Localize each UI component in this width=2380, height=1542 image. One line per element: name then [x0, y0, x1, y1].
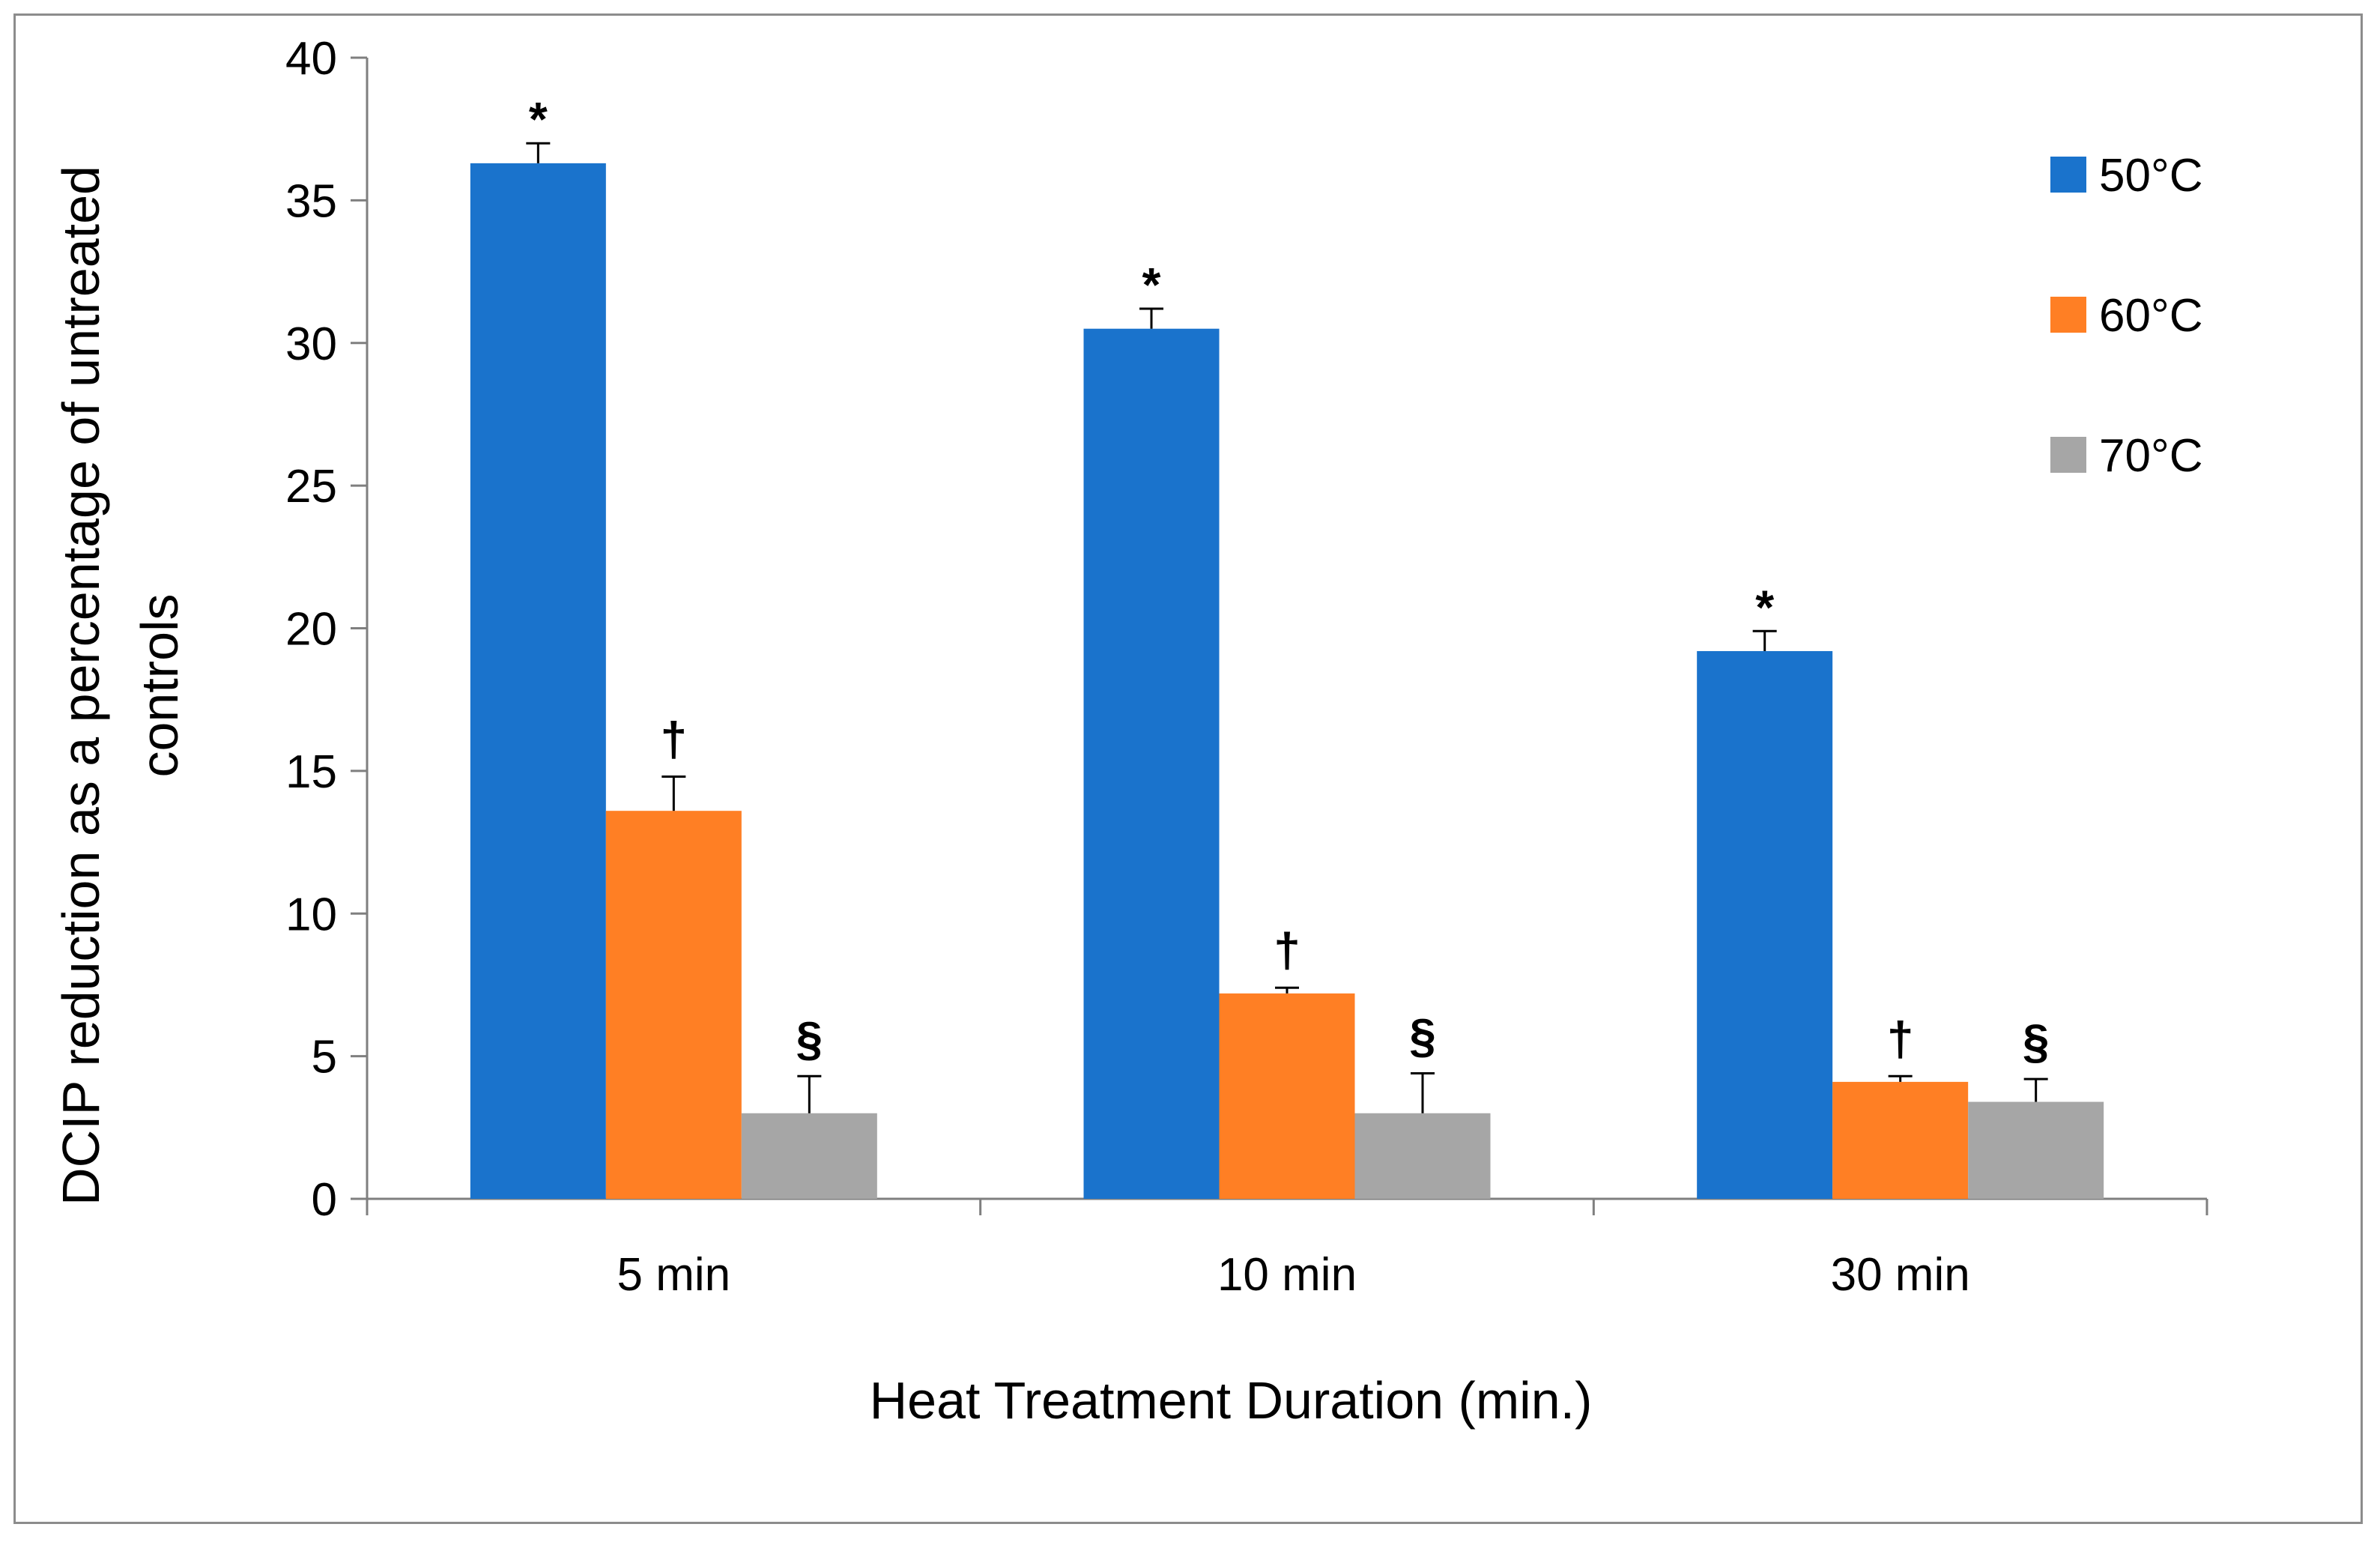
y-tick-label: 30 — [285, 318, 337, 370]
y-tick-label: 20 — [285, 604, 337, 656]
legend-swatch — [2050, 297, 2086, 333]
bar — [605, 811, 742, 1199]
significance-mark: * — [1142, 258, 1161, 312]
y-tick-label: 15 — [285, 746, 337, 798]
bar — [1354, 1113, 1491, 1199]
x-tick-label: 30 min — [1831, 1249, 1970, 1301]
bar — [1083, 328, 1220, 1199]
y-tick-label: 10 — [285, 889, 337, 940]
significance-mark: * — [1755, 580, 1774, 634]
y-tick-label: 35 — [285, 175, 337, 227]
x-tick-label: 10 min — [1217, 1249, 1357, 1301]
y-axis-title-line2: controls — [130, 593, 189, 777]
legend-swatch — [2050, 157, 2086, 193]
y-tick-label: 5 — [312, 1032, 337, 1083]
y-tick-label: 40 — [285, 33, 337, 85]
bar — [1697, 650, 1833, 1199]
legend-label: 60°C — [2099, 290, 2203, 342]
legend-swatch — [2050, 437, 2086, 473]
significance-mark: § — [1409, 1009, 1436, 1062]
label-group: * † § 5 min * † § 10 min * † § 30 min — [529, 92, 2050, 1301]
significance-mark: § — [2023, 1015, 2050, 1068]
legend-label: 50°C — [2099, 150, 2203, 202]
significance-mark: † — [1274, 923, 1300, 977]
x-tick-label: 5 min — [617, 1249, 731, 1301]
significance-mark: * — [529, 92, 548, 146]
x-axis-title: Heat Treatment Duration (min.) — [870, 1371, 1593, 1430]
legend-label: 70°C — [2099, 430, 2203, 482]
significance-mark: † — [1887, 1012, 1914, 1065]
bar — [1968, 1101, 2104, 1199]
bar — [741, 1113, 877, 1199]
y-tick-label: 0 — [312, 1174, 337, 1226]
y-tick-label: 25 — [285, 461, 337, 513]
bar — [1219, 993, 1355, 1199]
significance-mark: † — [661, 712, 688, 766]
significance-mark: § — [796, 1012, 823, 1065]
bar — [1832, 1081, 1969, 1199]
legend: 50°C 60°C 70°C — [2050, 150, 2203, 482]
y-axis-title-line1: DCIP reduction as a percentage of untrea… — [52, 166, 110, 1206]
bar-group — [470, 142, 2104, 1200]
bar — [470, 163, 606, 1200]
